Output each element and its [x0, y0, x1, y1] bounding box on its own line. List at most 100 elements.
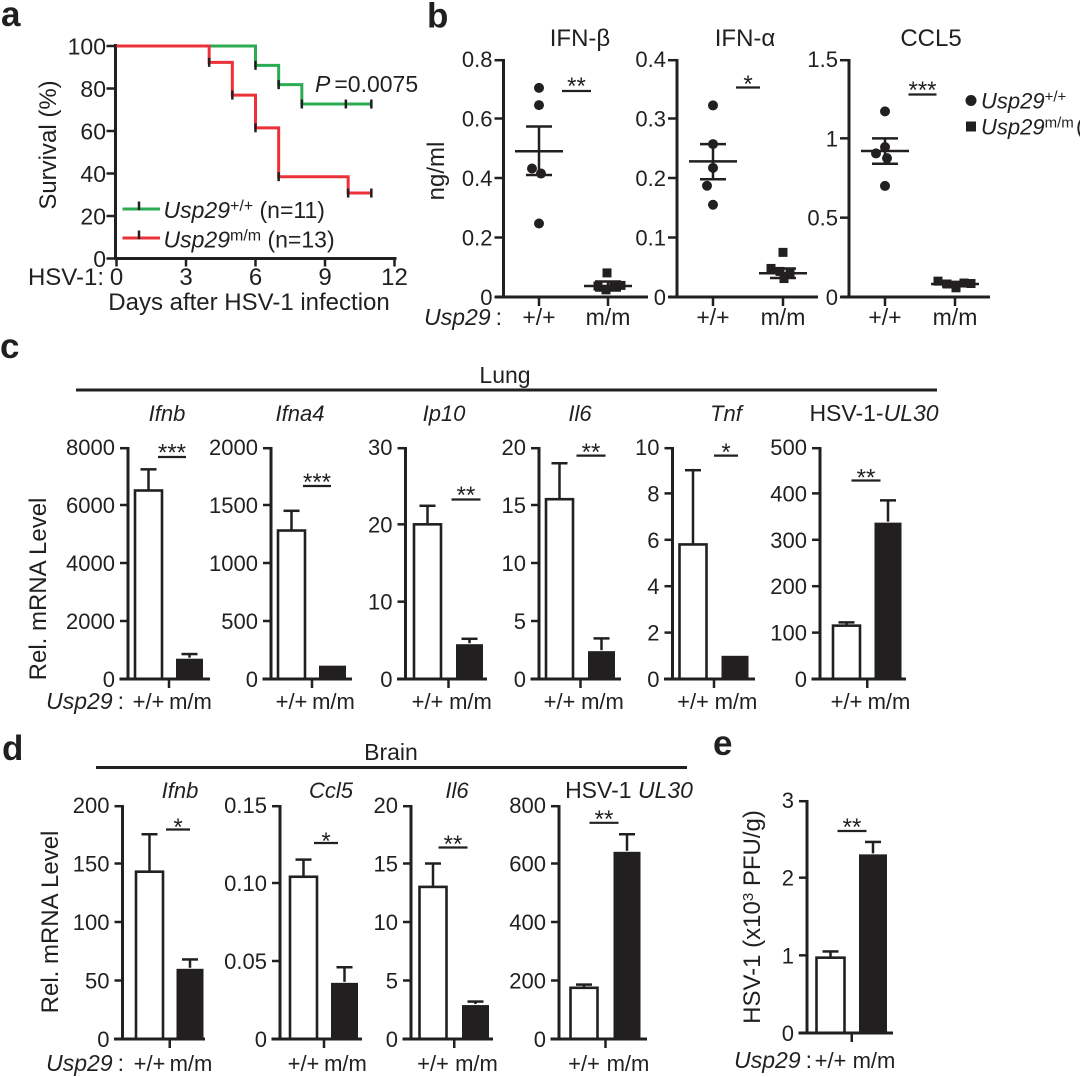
svg-text:12: 12 [381, 264, 408, 291]
svg-text:Il6: Il6 [445, 778, 469, 803]
svg-text:*: * [743, 71, 752, 98]
svg-text:100: 100 [73, 910, 110, 935]
svg-text:2000: 2000 [66, 609, 115, 634]
svg-text:+/+: +/+ [544, 689, 576, 714]
svg-text:0.3: 0.3 [635, 107, 666, 132]
svg-text:+/+: +/+ [815, 1048, 847, 1073]
svg-text:0: 0 [97, 1027, 109, 1052]
svg-text:9: 9 [318, 264, 331, 291]
svg-text:HSV-1:: HSV-1: [28, 264, 104, 291]
svg-text:0.1: 0.1 [635, 226, 666, 251]
svg-text:0.5: 0.5 [807, 206, 838, 231]
svg-text:Ccl5: Ccl5 [309, 778, 354, 803]
svg-text:+/+: +/+ [696, 304, 729, 330]
svg-text:5: 5 [386, 969, 398, 994]
svg-text:m/m: m/m [169, 689, 212, 714]
svg-text:a: a [1, 0, 21, 34]
svg-text:Rel. mRNA Level: Rel. mRNA Level [25, 498, 52, 681]
svg-text:3: 3 [782, 788, 794, 813]
svg-text:0.4: 0.4 [635, 47, 666, 72]
svg-text:0.4: 0.4 [462, 166, 493, 191]
svg-text:Usp29:: Usp29: [734, 1047, 812, 1073]
svg-text:0.10: 0.10 [224, 871, 267, 896]
svg-text:+/+: +/+ [568, 1051, 600, 1076]
svg-text:**: ** [857, 465, 876, 492]
svg-text:m/m: m/m [853, 1048, 896, 1073]
svg-text:4000: 4000 [66, 551, 115, 576]
svg-text:0.8: 0.8 [462, 47, 493, 72]
svg-text:Usp29+/+ (n=11): Usp29+/+ (n=11) [164, 197, 325, 223]
svg-text:HSV-1 UL30: HSV-1 UL30 [565, 777, 693, 803]
svg-text:150: 150 [73, 852, 110, 877]
svg-text:600: 600 [509, 852, 546, 877]
svg-text:**: ** [843, 814, 862, 841]
svg-text:0: 0 [255, 1027, 267, 1052]
svg-text:0: 0 [380, 667, 392, 692]
svg-text:m/m: m/m [170, 1051, 213, 1076]
svg-text:Ifnb: Ifnb [149, 401, 186, 426]
svg-text:1.5: 1.5 [807, 47, 838, 72]
svg-text:20: 20 [374, 793, 398, 818]
svg-text:200: 200 [770, 574, 807, 599]
svg-text:m/m: m/m [607, 1051, 650, 1076]
svg-text:0: 0 [534, 1027, 546, 1052]
svg-text:ng/ml: ng/ml [423, 142, 450, 201]
svg-text:30: 30 [368, 435, 392, 460]
svg-text:m/m: m/m [586, 304, 631, 330]
svg-text:***: *** [158, 440, 186, 467]
svg-text:1500: 1500 [209, 493, 258, 518]
svg-text:(: ( [1076, 114, 1080, 139]
svg-text:**: ** [582, 439, 601, 466]
svg-text:2: 2 [782, 866, 794, 891]
svg-text:IFN-α: IFN-α [715, 25, 776, 52]
svg-text:**: ** [457, 482, 476, 509]
svg-text:+/+: +/+ [522, 304, 555, 330]
svg-text:m/m: m/m [933, 304, 978, 330]
svg-text:0: 0 [826, 285, 838, 310]
svg-text:Usp29m/m: Usp29m/m [981, 115, 1074, 140]
svg-text:HSV-1 (x103 PFU/g): HSV-1 (x103 PFU/g) [739, 810, 766, 1024]
svg-text:400: 400 [509, 910, 546, 935]
svg-text:0: 0 [654, 285, 666, 310]
svg-text:1: 1 [826, 126, 838, 151]
svg-text:0.2: 0.2 [462, 226, 493, 251]
svg-text:300: 300 [770, 528, 807, 553]
svg-text:800: 800 [509, 793, 546, 818]
svg-text:200: 200 [73, 793, 110, 818]
svg-text:0: 0 [246, 667, 258, 692]
svg-text:m/m: m/m [455, 1051, 498, 1076]
svg-text:60: 60 [80, 119, 106, 145]
svg-text:3: 3 [179, 264, 192, 291]
svg-text:0: 0 [795, 667, 807, 692]
svg-text:1: 1 [782, 943, 794, 968]
svg-text:1000: 1000 [209, 551, 258, 576]
svg-text:500: 500 [770, 435, 807, 460]
svg-text:+/+: +/+ [677, 689, 709, 714]
svg-text:Days after HSV-1 infection: Days after HSV-1 infection [108, 289, 389, 316]
svg-text:IFN-β: IFN-β [550, 25, 610, 52]
svg-text:10: 10 [374, 910, 398, 935]
svg-text:+/+: +/+ [133, 689, 165, 714]
svg-text:200: 200 [509, 969, 546, 994]
svg-text:0: 0 [110, 264, 123, 291]
svg-text:0.05: 0.05 [224, 949, 267, 974]
svg-text:***: *** [303, 469, 331, 496]
svg-text:6: 6 [647, 528, 659, 553]
svg-text:P=0.0075: P =0.0075 [315, 71, 418, 97]
svg-text:Usp29m/m (n=13): Usp29m/m (n=13) [164, 227, 335, 253]
svg-text:*: * [321, 828, 330, 855]
svg-text:*: * [721, 439, 730, 466]
svg-text:**: ** [595, 806, 614, 833]
svg-text:+/+: +/+ [868, 304, 901, 330]
svg-text:10: 10 [635, 435, 659, 460]
svg-text:20: 20 [368, 512, 392, 537]
svg-text:0: 0 [514, 667, 526, 692]
svg-text:Rel. mRNA Level: Rel. mRNA Level [37, 831, 64, 1014]
svg-text:HSV-1-UL30: HSV-1-UL30 [809, 400, 938, 426]
svg-text:0.15: 0.15 [224, 793, 267, 818]
svg-text:6000: 6000 [66, 493, 115, 518]
svg-text:0: 0 [647, 667, 659, 692]
svg-text:0: 0 [480, 285, 492, 310]
svg-text:*: * [173, 814, 182, 841]
svg-text:d: d [2, 729, 23, 768]
